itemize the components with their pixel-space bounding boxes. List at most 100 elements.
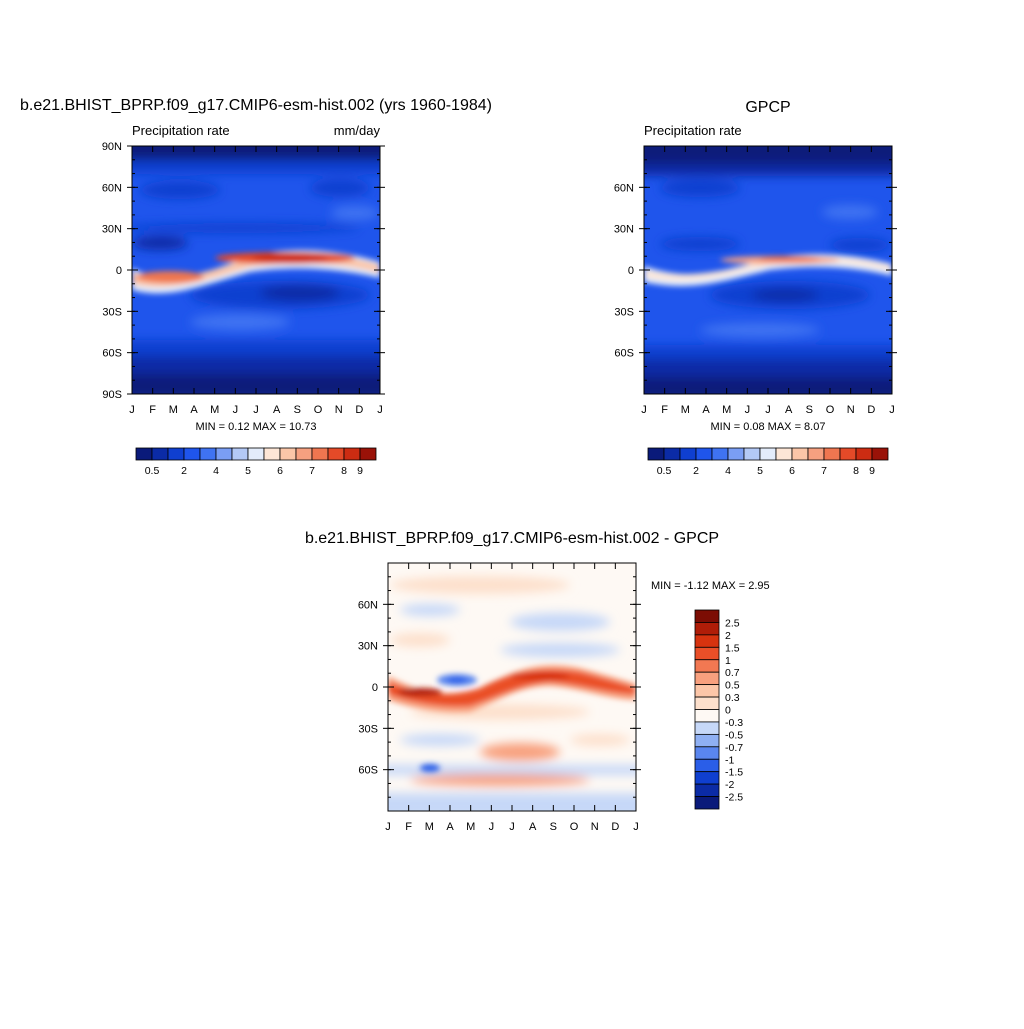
gpcp-x-tick-label: A xyxy=(785,404,793,416)
gpcp-colorbar-label: 9 xyxy=(869,465,875,477)
gpcp-x-tick-label: M xyxy=(722,404,731,416)
model-x-tick-label: M xyxy=(210,404,219,416)
model-x-tick-label: N xyxy=(335,404,343,416)
gpcp-x-tick-label: J xyxy=(765,404,771,416)
diff-x-tick-label: M xyxy=(425,821,434,833)
model-y-tick-label: 30N xyxy=(102,224,122,236)
diff-x-tick-label: N xyxy=(591,821,599,833)
gpcp-colorbar-box xyxy=(759,447,777,461)
diff-colorbar-box xyxy=(694,659,720,673)
model-x-tick-label: J xyxy=(253,404,259,416)
model-colorbar-label: 0.5 xyxy=(145,465,160,477)
gpcp-colorbar-box xyxy=(807,447,825,461)
gpcp-colorbar-box xyxy=(679,447,697,461)
model-colorbar-box xyxy=(231,447,249,461)
gpcp-y-tick-label: 0 xyxy=(628,265,634,277)
diff-x-tick-label: J xyxy=(633,821,639,833)
model-colorbar-box xyxy=(183,447,201,461)
diff-colorbar-label: 2.5 xyxy=(725,617,740,629)
diff-colorbar-box xyxy=(694,783,720,797)
model-x-tick-label: F xyxy=(149,404,156,416)
gpcp-colorbar-label: 2 xyxy=(693,465,699,477)
diff-x-tick-label: O xyxy=(570,821,579,833)
diff-x-tick-label: A xyxy=(529,821,537,833)
gpcp-colorbar-box xyxy=(823,447,841,461)
model-colorbar-box xyxy=(359,447,377,461)
model-colorbar-label: 9 xyxy=(357,465,363,477)
diff-colorbar: 2.521.510.70.50.30-0.3-0.5-0.7-1-1.5-2-2… xyxy=(694,609,743,810)
diff-x-tick-label: J xyxy=(489,821,495,833)
diff-colorbar-label: 0.7 xyxy=(725,667,740,679)
model-x-tick-label: A xyxy=(190,404,198,416)
diff-colorbar-label: 2 xyxy=(725,630,731,642)
diff-x-tick-label: M xyxy=(466,821,475,833)
diff-colorbar-label: 0 xyxy=(725,705,731,717)
gpcp-x-tick-label: J xyxy=(889,404,895,416)
diff-colorbar-box xyxy=(694,796,720,810)
diff-x-tick-label: F xyxy=(405,821,412,833)
model-colorbar-label: 8 xyxy=(341,465,347,477)
gpcp-colorbar-label: 8 xyxy=(853,465,859,477)
diff-plot-title: b.e21.BHIST_BPRP.f09_g17.CMIP6-esm-hist.… xyxy=(305,530,719,547)
gpcp-colorbar-box xyxy=(743,447,761,461)
diff-colorbar-label: -0.7 xyxy=(725,742,743,754)
model-x-tick-label: J xyxy=(377,404,383,416)
diff-colorbar-box xyxy=(694,671,720,686)
diff-colorbar-label: -0.3 xyxy=(725,717,743,729)
diff-colorbar-label: 1 xyxy=(725,655,731,667)
gpcp-x-tick-label: N xyxy=(847,404,855,416)
gpcp-x-tick-label: S xyxy=(806,404,813,416)
gpcp-x-tick-label: J xyxy=(641,404,647,416)
model-y-tick-label: 90S xyxy=(102,389,122,401)
model-colorbar-box xyxy=(311,447,329,461)
diff-y-tick-label: 30N xyxy=(358,641,378,653)
gpcp-colorbar-box xyxy=(711,447,729,461)
model-colorbar-box xyxy=(215,447,233,461)
gpcp-y-tick-label: 30S xyxy=(614,306,634,318)
model-y-tick-label: 90N xyxy=(102,141,122,153)
diff-colorbar-label: -2 xyxy=(725,779,734,791)
gpcp-colorbar-label: 0.5 xyxy=(657,465,672,477)
gpcp-left-label: Precipitation rate xyxy=(644,123,742,138)
diff-colorbar-box xyxy=(694,684,720,698)
gpcp-min-max: MIN = 0.08 MAX = 8.07 xyxy=(711,421,826,433)
diff-colorbar-box xyxy=(694,758,720,773)
model-min-max: MIN = 0.12 MAX = 10.73 xyxy=(195,421,316,433)
model-colorbar-box xyxy=(295,447,313,461)
diff-colorbar-label: -2.5 xyxy=(725,792,743,804)
model-plot-title: b.e21.BHIST_BPRP.f09_g17.CMIP6-esm-hist.… xyxy=(20,97,492,114)
model-colorbar-box xyxy=(151,447,169,461)
gpcp-colorbar-label: 7 xyxy=(821,465,827,477)
model-y-tick-label: 60N xyxy=(102,182,122,194)
gpcp-x-tick-label: M xyxy=(681,404,690,416)
gpcp-colorbar-box xyxy=(695,447,713,461)
diff-heatmap xyxy=(388,563,636,811)
diff-x-tick-label: J xyxy=(509,821,515,833)
model-y-axis: 90N 60N 30N 0 30S 60S 90S xyxy=(102,141,385,401)
gpcp-colorbar-box xyxy=(727,447,745,461)
diff-y-axis: 60N 30N 0 30S 60S xyxy=(358,562,641,812)
model-colorbar-box xyxy=(199,447,217,461)
model-colorbar-label: 5 xyxy=(245,465,251,477)
diff-colorbar-box xyxy=(694,622,720,636)
model-colorbar-label: 4 xyxy=(213,465,219,477)
gpcp-colorbar-label: 4 xyxy=(725,465,731,477)
diff-y-tick-label: 0 xyxy=(372,682,378,694)
model-colorbar-box xyxy=(279,447,297,461)
diff-colorbar-box xyxy=(694,709,720,723)
model-colorbar-box xyxy=(135,447,153,461)
model-colorbar-box xyxy=(247,447,265,461)
model-x-tick-label: A xyxy=(273,404,281,416)
gpcp-colorbar-box xyxy=(871,447,889,461)
model-x-tick-label: M xyxy=(169,404,178,416)
gpcp-y-tick-label: 60N xyxy=(614,182,634,194)
gpcp-plot-title: GPCP xyxy=(745,99,790,116)
gpcp-x-tick-label: A xyxy=(702,404,710,416)
diff-colorbar-box xyxy=(694,721,720,735)
diff-colorbar-box xyxy=(694,696,720,710)
gpcp-x-tick-label: J xyxy=(745,404,751,416)
diff-y-tick-label: 30S xyxy=(358,723,378,735)
